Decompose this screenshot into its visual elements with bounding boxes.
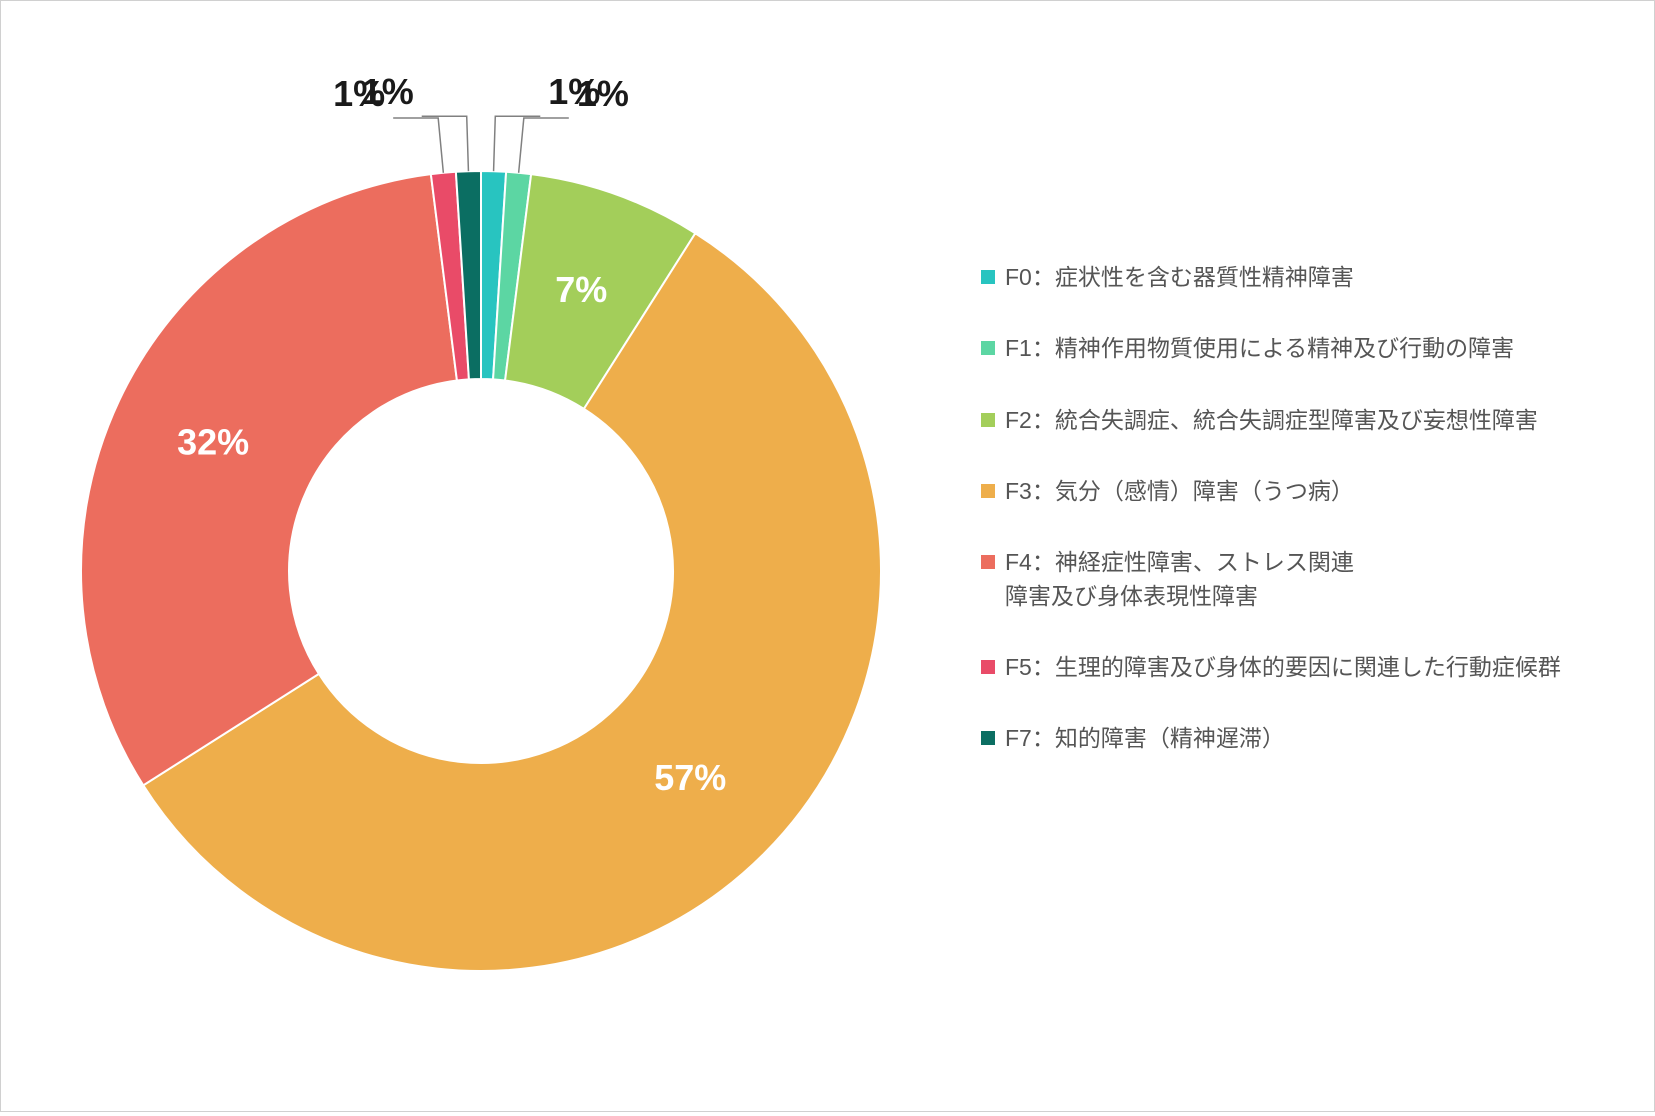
legend-swatch-F2 [981, 413, 995, 427]
legend-label-F5: F5：生理的障害及び身体的要因に関連した行動症候群 [1005, 651, 1561, 684]
legend-item-F5: F5：生理的障害及び身体的要因に関連した行動症候群 [981, 651, 1621, 684]
leader-F1 [519, 118, 569, 173]
leader-F7 [422, 116, 469, 171]
legend-item-F1: F1：精神作用物質使用による精神及び行動の障害 [981, 332, 1621, 365]
legend-label-F4: F4：神経症性障害、ストレス関連障害及び身体表現性障害 [1005, 546, 1354, 613]
slice-label-F3: 57% [654, 757, 726, 798]
legend-item-F4: F4：神経症性障害、ストレス関連障害及び身体表現性障害 [981, 546, 1621, 613]
legend-item-F7: F7：知的障害（精神遅滞） [981, 722, 1621, 755]
legend-label-F0: F0：症状性を含む器質性精神障害 [1005, 261, 1354, 294]
slice-F4 [81, 174, 457, 785]
legend: F0：症状性を含む器質性精神障害 F1：精神作用物質使用による精神及び行動の障害 F… [981, 261, 1621, 794]
legend-label-F1: F1：精神作用物質使用による精神及び行動の障害 [1005, 332, 1514, 365]
slice-label-F2: 7% [555, 269, 607, 310]
leader-F0 [494, 116, 541, 171]
leader-F5 [393, 118, 443, 173]
legend-swatch-F4 [981, 555, 995, 569]
donut-svg: 1%1%7%57%32%1%1% [61, 31, 901, 1111]
slice-label-F4: 32% [177, 421, 249, 462]
legend-swatch-F0 [981, 270, 995, 284]
legend-label-F3: F3：気分（感情）障害（うつ病） [1005, 475, 1354, 508]
donut-chart: 1%1%7%57%32%1%1% [61, 31, 901, 1081]
legend-swatch-F1 [981, 341, 995, 355]
legend-item-F2: F2：統合失調症、統合失調症型障害及び妄想性障害 [981, 404, 1621, 437]
slice-label-F7: 1% [362, 71, 414, 112]
legend-swatch-F5 [981, 660, 995, 674]
legend-item-F3: F3：気分（感情）障害（うつ病） [981, 475, 1621, 508]
legend-label-F7: F7：知的障害（精神遅滞） [1005, 722, 1285, 755]
legend-item-F0: F0：症状性を含む器質性精神障害 [981, 261, 1621, 294]
chart-container: 1%1%7%57%32%1%1% F0：症状性を含む器質性精神障害F1：精神作用… [0, 0, 1655, 1112]
slice-label-F1: 1% [577, 73, 629, 114]
legend-swatch-F3 [981, 484, 995, 498]
legend-label-F2: F2：統合失調症、統合失調症型障害及び妄想性障害 [1005, 404, 1538, 437]
legend-swatch-F7 [981, 731, 995, 745]
